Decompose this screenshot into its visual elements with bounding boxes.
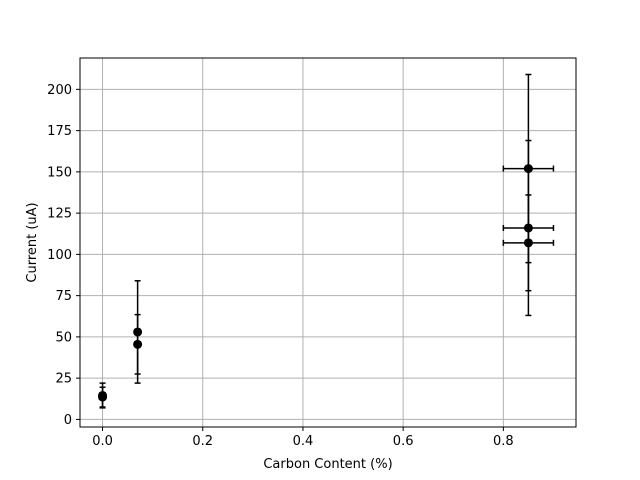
y-tick-label: 100 — [47, 248, 72, 263]
data-marker — [133, 339, 143, 349]
x-tick-label: 0.0 — [92, 434, 113, 449]
y-tick-label: 150 — [47, 165, 72, 180]
y-tick-label: 75 — [55, 289, 72, 304]
y-axis-label: Current (uA) — [25, 202, 40, 282]
y-tick-label: 50 — [55, 330, 72, 345]
y-tick-label: 0 — [64, 413, 72, 428]
axis-ticks: 0.0 0.2 0.4 0.6 0.8 0 25 50 75 100 125 150 175 200 — [47, 83, 514, 449]
y-tick-label: 175 — [47, 124, 72, 139]
data-point — [502, 194, 555, 292]
grid-lines — [80, 58, 576, 427]
y-tick-label: 200 — [47, 83, 72, 98]
x-tick-label: 0.2 — [192, 434, 213, 449]
data-point — [133, 313, 143, 375]
x-tick-label: 0.8 — [493, 434, 514, 449]
data-points-layer — [98, 73, 555, 409]
data-point — [98, 386, 108, 408]
data-marker — [98, 392, 108, 402]
x-tick-label: 0.6 — [393, 434, 414, 449]
data-marker — [523, 238, 533, 248]
y-tick-label: 25 — [55, 372, 72, 387]
y-tick-label: 125 — [47, 207, 72, 222]
x-axis-label: Carbon Content (%) — [263, 457, 392, 472]
plot-frame — [79, 57, 577, 428]
x-tick-label: 0.4 — [293, 434, 314, 449]
